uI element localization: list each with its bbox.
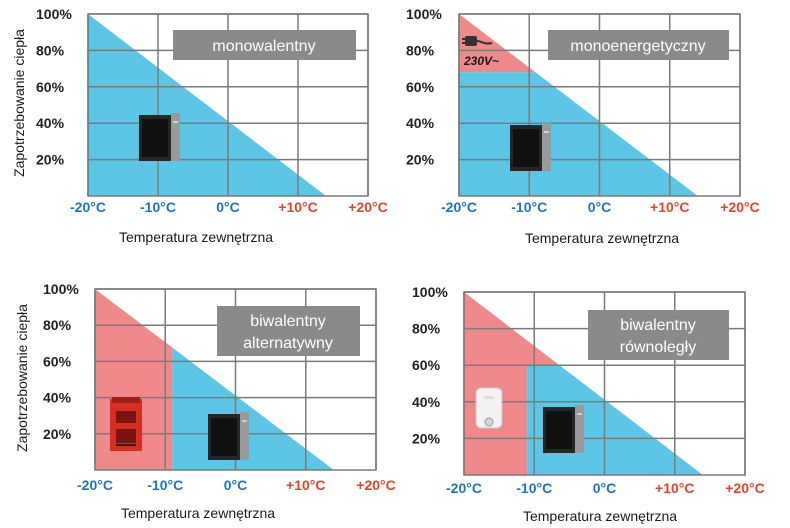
heat-pump-area: [172, 347, 334, 470]
mode-label-line-1: biwalentny: [620, 317, 696, 334]
power-plug-icon: [462, 36, 493, 46]
x-tick-label: 0°C: [216, 199, 240, 215]
x-tick-label: 0°C: [593, 480, 617, 496]
y-tick-label: 60%: [406, 79, 435, 95]
heat-pump-unit-icon: [139, 113, 180, 161]
y-tick-label: 60%: [36, 79, 65, 95]
mode-label-box: monoenergetyczny: [548, 30, 729, 60]
x-tick-label: -10°C: [147, 477, 183, 493]
voltage-label: 230V~: [463, 54, 499, 68]
y-tick-label: 100%: [43, 281, 79, 297]
y-axis-label-top: Zapotrzebowanie ciepła: [11, 29, 27, 177]
heat-pump-unit-icon: [543, 405, 584, 453]
x-tick-label: -10°C: [140, 199, 176, 215]
y-tick-label: 80%: [43, 317, 72, 333]
mode-label-box: biwalentny równoległy: [588, 310, 729, 360]
x-tick-label: +20°C: [356, 477, 395, 493]
x-tick-labels: -20°C -10°C 0°C +10°C +20°C: [70, 199, 388, 215]
x-tick-label: +10°C: [286, 477, 325, 493]
x-tick-label: -20°C: [70, 199, 106, 215]
y-tick-label: 100%: [406, 6, 442, 22]
x-tick-label: -10°C: [516, 480, 552, 496]
y-tick-label: 80%: [412, 321, 441, 337]
y-tick-label: 40%: [43, 390, 72, 406]
gas-boiler-area: [464, 292, 560, 475]
x-axis-label: Temperatura zewnętrzna: [523, 508, 677, 524]
x-tick-label: -10°C: [511, 199, 547, 215]
y-tick-labels: 100% 80% 60% 40% 20%: [412, 284, 448, 446]
mode-label-line-2: równoległy: [620, 339, 696, 356]
heat-pump-unit-icon: [510, 123, 551, 171]
x-tick-label: +20°C: [720, 199, 759, 215]
electric-heater-area: [459, 14, 536, 73]
y-tick-label: 40%: [406, 115, 435, 131]
x-tick-label: 0°C: [224, 477, 248, 493]
y-tick-label: 100%: [36, 6, 72, 22]
chart-biwalentny-alternatywny: 100% 80% 60% 40% 20% -20°C -10°C 0°C +10°C +20°C…: [43, 281, 396, 521]
y-tick-label: 60%: [43, 353, 72, 369]
y-axis-label-bottom: Zapotrzebowanie ciepła: [14, 304, 30, 452]
x-tick-label: 0°C: [588, 199, 612, 215]
x-tick-label: +10°C: [278, 199, 317, 215]
boiler-icon: [110, 397, 142, 451]
chart-monowalentny: 100% 80% 60% 40% 20% -20°C -10°C 0°C +10°C +20°C…: [36, 6, 388, 245]
gas-boiler-icon: [475, 387, 503, 429]
x-tick-label: +10°C: [650, 199, 689, 215]
y-tick-label: 40%: [412, 394, 441, 410]
y-tick-label: 20%: [36, 152, 65, 168]
y-tick-label: 40%: [36, 115, 65, 131]
x-tick-labels: -20°C -10°C 0°C +10°C +20°C: [77, 477, 396, 493]
y-tick-label: 100%: [412, 284, 448, 300]
y-tick-label: 20%: [43, 426, 72, 442]
x-tick-label: +20°C: [348, 199, 387, 215]
x-tick-label: +10°C: [655, 480, 694, 496]
y-tick-labels: 100% 80% 60% 40% 20%: [406, 6, 442, 168]
chart-monoenergetyczny: 100% 80% 60% 40% 20% -20°C -10°C 0°C +10°C +20°C…: [406, 6, 760, 246]
heat-pump-unit-icon: [208, 412, 249, 460]
y-tick-label: 80%: [36, 42, 65, 58]
y-tick-label: 60%: [412, 357, 441, 373]
mode-label-box: biwalentny alternatywny: [217, 306, 360, 356]
x-tick-label: -20°C: [446, 480, 482, 496]
y-tick-label: 20%: [412, 430, 441, 446]
x-tick-label: -20°C: [77, 477, 113, 493]
y-tick-label: 80%: [406, 42, 435, 58]
x-axis-label: Temperatura zewnętrzna: [119, 229, 273, 245]
y-tick-label: 20%: [406, 152, 435, 168]
mode-label-line-1: biwalentny: [250, 313, 326, 330]
y-tick-labels: 100% 80% 60% 40% 20%: [43, 281, 79, 442]
mode-label-line-1: monoenergetyczny: [570, 38, 705, 55]
x-tick-label: -20°C: [441, 199, 477, 215]
x-tick-labels: -20°C -10°C 0°C +10°C +20°C: [446, 480, 765, 496]
y-tick-labels: 100% 80% 60% 40% 20%: [36, 6, 72, 168]
x-tick-label: +20°C: [725, 480, 764, 496]
chart-biwalentny-rownolegly: 100% 80% 60% 40% 20% -20°C -10°C 0°C +10°C +20°C…: [412, 284, 765, 524]
mode-label-box: monowalentny: [173, 30, 356, 60]
mode-label-line-2: alternatywny: [243, 335, 333, 352]
x-axis-label: Temperatura zewnętrzna: [121, 505, 275, 521]
mode-label-line-1: monowalentny: [212, 38, 315, 55]
chart-grid: [87, 13, 369, 197]
x-tick-labels: -20°C -10°C 0°C +10°C +20°C: [441, 199, 760, 215]
x-axis-label: Temperatura zewnętrzna: [525, 230, 679, 246]
heat-pump-area: [459, 72, 698, 196]
